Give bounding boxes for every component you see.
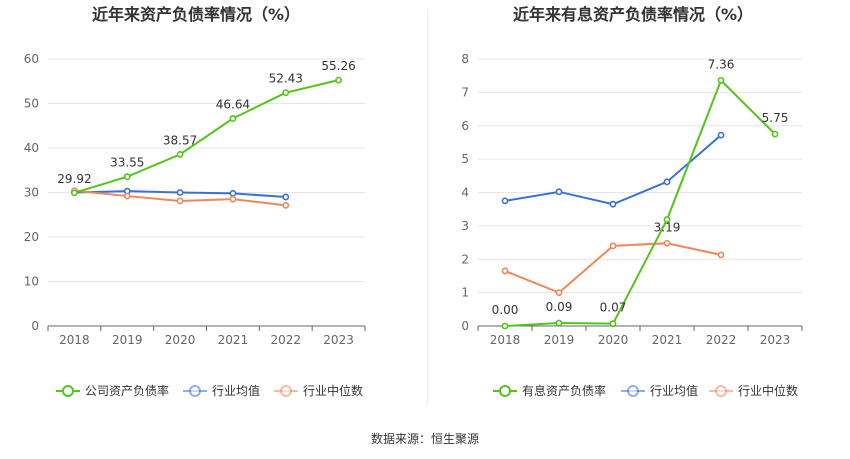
- legend-label: 公司资产负债率: [85, 383, 169, 398]
- data-point: [609, 320, 617, 328]
- data-point: [555, 289, 563, 297]
- data-point: [501, 197, 509, 205]
- x-tick-label: 2019: [112, 333, 143, 347]
- x-tick-label: 2021: [218, 333, 249, 347]
- y-tick-label: 2: [461, 252, 469, 266]
- data-label: 3.19: [654, 221, 681, 235]
- data-point: [282, 202, 290, 209]
- y-tick-label: 4: [461, 186, 469, 200]
- data-point: [123, 192, 131, 200]
- legend-swatch-marker: [62, 385, 74, 397]
- x-tick-label: 2018: [490, 333, 521, 347]
- y-tick-label: 40: [24, 141, 39, 155]
- data-point: [123, 173, 131, 181]
- legend-label: 有息资产负债率: [522, 383, 606, 398]
- data-label: 33.55: [110, 156, 144, 170]
- data-label: 46.64: [216, 97, 250, 111]
- series-line: [504, 242, 722, 294]
- data-point: [609, 200, 617, 208]
- y-tick-label: 10: [24, 275, 39, 289]
- y-tick-label: 20: [24, 230, 39, 244]
- x-tick-label: 2019: [544, 333, 575, 347]
- data-source-note: 数据来源：恒生聚源: [370, 432, 479, 446]
- series-line: [504, 78, 776, 327]
- x-tick-label: 2020: [165, 333, 196, 347]
- data-point: [663, 216, 671, 223]
- y-tick-label: 0: [461, 319, 469, 333]
- series-line: [504, 134, 722, 206]
- panel-divider: [427, 10, 428, 405]
- data-label: 5.75: [762, 111, 789, 125]
- y-tick-label: 30: [24, 186, 39, 200]
- interest-debt-ratio-chart: 近年来有息资产负债率情况（%） 0 1 2 3 4 5 6 7 8 2018 2019 2020 2021…: [461, 5, 803, 398]
- y-tick-label: 3: [461, 219, 469, 233]
- y-tick-label: 60: [24, 52, 39, 66]
- data-label: 0.00: [492, 303, 519, 317]
- data-point: [282, 89, 290, 97]
- y-tick-label: 5: [461, 152, 469, 166]
- x-tick-label: 2022: [706, 333, 737, 347]
- data-point: [501, 267, 509, 275]
- x-tick-label: 2023: [760, 333, 791, 347]
- legend-swatch-marker: [715, 385, 727, 397]
- data-point: [771, 130, 779, 138]
- data-label: 7.36: [708, 57, 735, 71]
- legend-label: 行业中位数: [738, 383, 798, 398]
- data-point: [609, 242, 617, 250]
- x-tick-label: 2021: [652, 333, 683, 347]
- x-tick-label: 2020: [598, 333, 629, 347]
- legend-swatch-marker: [189, 385, 201, 397]
- y-tick-label: 6: [461, 119, 469, 133]
- data-point: [176, 189, 184, 196]
- data-label: 55.26: [321, 59, 355, 73]
- legend-label: 行业均值: [650, 383, 698, 398]
- data-label: 29.92: [57, 172, 91, 186]
- data-point: [555, 319, 563, 327]
- data-point: [176, 197, 184, 205]
- y-tick-label: 8: [461, 52, 469, 66]
- data-point: [663, 239, 671, 247]
- data-point: [229, 189, 237, 197]
- debt-ratio-chart: 近年来资产负债率情况（%） 0 10 20 30 40 50 60 2018 2019 2020 20…: [24, 5, 366, 398]
- legend-swatch-marker: [280, 385, 292, 397]
- legend-label: 行业均值: [212, 383, 260, 398]
- data-point: [663, 178, 671, 186]
- series-line: [74, 79, 339, 194]
- legend-swatch-marker: [499, 385, 511, 397]
- y-tick-label: 50: [24, 97, 39, 111]
- data-point: [176, 150, 184, 158]
- y-tick-label: 7: [461, 85, 469, 99]
- data-point: [229, 115, 237, 122]
- data-point: [717, 251, 725, 259]
- x-tick-label: 2023: [323, 333, 354, 347]
- data-point: [717, 131, 725, 139]
- data-label: 52.43: [269, 72, 303, 86]
- data-point: [555, 188, 563, 196]
- data-label: 38.57: [163, 133, 197, 147]
- data-point: [282, 193, 290, 201]
- data-label: 0.09: [546, 300, 573, 314]
- y-tick-label: 1: [461, 286, 469, 300]
- x-tick-label: 2018: [59, 333, 90, 347]
- x-tick-label: 2022: [270, 333, 301, 347]
- data-point: [717, 76, 725, 84]
- data-point: [501, 322, 509, 330]
- data-point: [229, 195, 237, 203]
- legend-swatch-marker: [627, 385, 639, 397]
- chart-title: 近年来资产负债率情况（%）: [92, 5, 300, 24]
- data-point: [335, 76, 342, 84]
- data-label: 0.07: [600, 301, 627, 315]
- chart-title: 近年来有息资产负债率情况（%）: [513, 5, 753, 24]
- data-point: [71, 189, 78, 197]
- legend-label: 行业中位数: [303, 383, 363, 398]
- y-tick-label: 0: [31, 319, 39, 333]
